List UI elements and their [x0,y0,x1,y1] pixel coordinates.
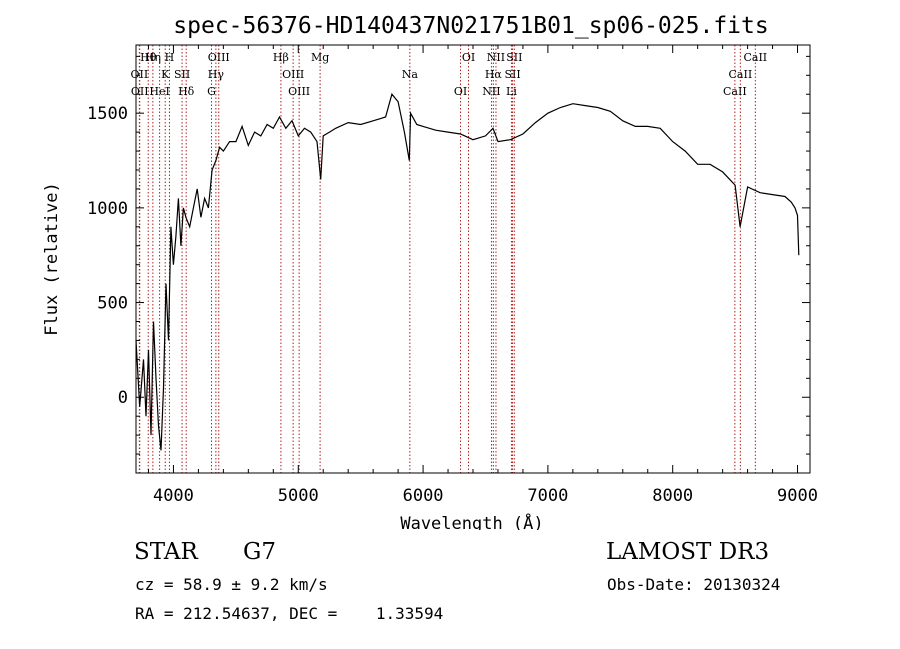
x-tick-label: 8000 [652,486,693,506]
x-axis-ticks: 4000 5000 6000 7000 8000 9000 [147,45,818,506]
line-marker-label: Hα [485,68,503,81]
line-marker-label: OIII [208,51,230,64]
spectrum-line [135,92,800,451]
x-tick-label: 6000 [403,486,444,506]
y-tick-label: 0 [118,388,128,408]
line-marker-label: OIII [288,85,310,98]
line-marker-label: SII [504,68,520,81]
line-marker-label: CaII [723,85,747,98]
line-marker-label: SII [506,51,522,64]
line-marker-label: Hγ [208,68,225,81]
line-marker-label: OIII [282,68,304,81]
line-markers [138,45,756,473]
coordinates: RA = 212.54637, DEC = 1.33594 [135,604,444,623]
line-marker-label: Hδ [178,85,195,98]
plot-frame [135,44,811,474]
line-marker-label: CaII [743,51,767,64]
redshift-cz: cz = 58.9 ± 9.2 km/s [135,575,328,594]
line-marker-label: G [207,85,216,98]
x-tick-label: 7000 [527,486,568,506]
line-marker-label: NII [482,85,500,98]
line-marker-label: OI [454,85,467,98]
survey-name: LAMOST DR3 [606,539,770,565]
line-marker-label: Hβ [273,51,289,64]
line-marker-label: HeI [149,85,169,98]
line-marker-label: CaII [729,68,753,81]
line-marker-label: OII [131,85,149,98]
y-tick-label: 1000 [87,199,128,219]
line-marker-label: Mg [311,51,329,64]
y-tick-label: 1500 [87,104,128,124]
object-class: STAR [134,539,198,565]
line-marker-label: Li [506,85,517,98]
x-tick-label: 5000 [278,486,319,506]
line-marker-label: Na [402,68,419,81]
spectrum-chart: spec-56376-HD140437N021751B01_sp06-025.f… [42,13,818,530]
x-axis-label: Wavelength (Å) [400,512,543,530]
object-subclass: G7 [243,539,277,565]
y-axis-ticks: 0 500 1000 1500 [87,55,810,455]
line-marker-label: NII [487,51,505,64]
line-marker-labels: Hθ OII OII HηK HeI H SII Hδ OIII Hγ G Hβ OIII OIII Mg N… [131,51,768,98]
x-tick-label: 4000 [153,486,194,506]
chart-title: spec-56376-HD140437N021751B01_sp06-025.f… [173,13,768,39]
line-marker-label: SII [174,68,190,81]
observation-date: Obs-Date: 20130324 [607,575,781,594]
y-tick-label: 500 [97,294,128,314]
line-marker-label: Hθ [140,51,157,64]
line-marker-label: H [165,51,175,64]
line-marker-label: Hη [145,51,161,64]
line-marker-label: K [161,68,170,81]
y-axis-label: Flux (relative) [42,182,62,336]
line-marker-label: OII [131,68,149,81]
line-marker-label: OI [462,51,475,64]
x-tick-label: 9000 [777,486,818,506]
